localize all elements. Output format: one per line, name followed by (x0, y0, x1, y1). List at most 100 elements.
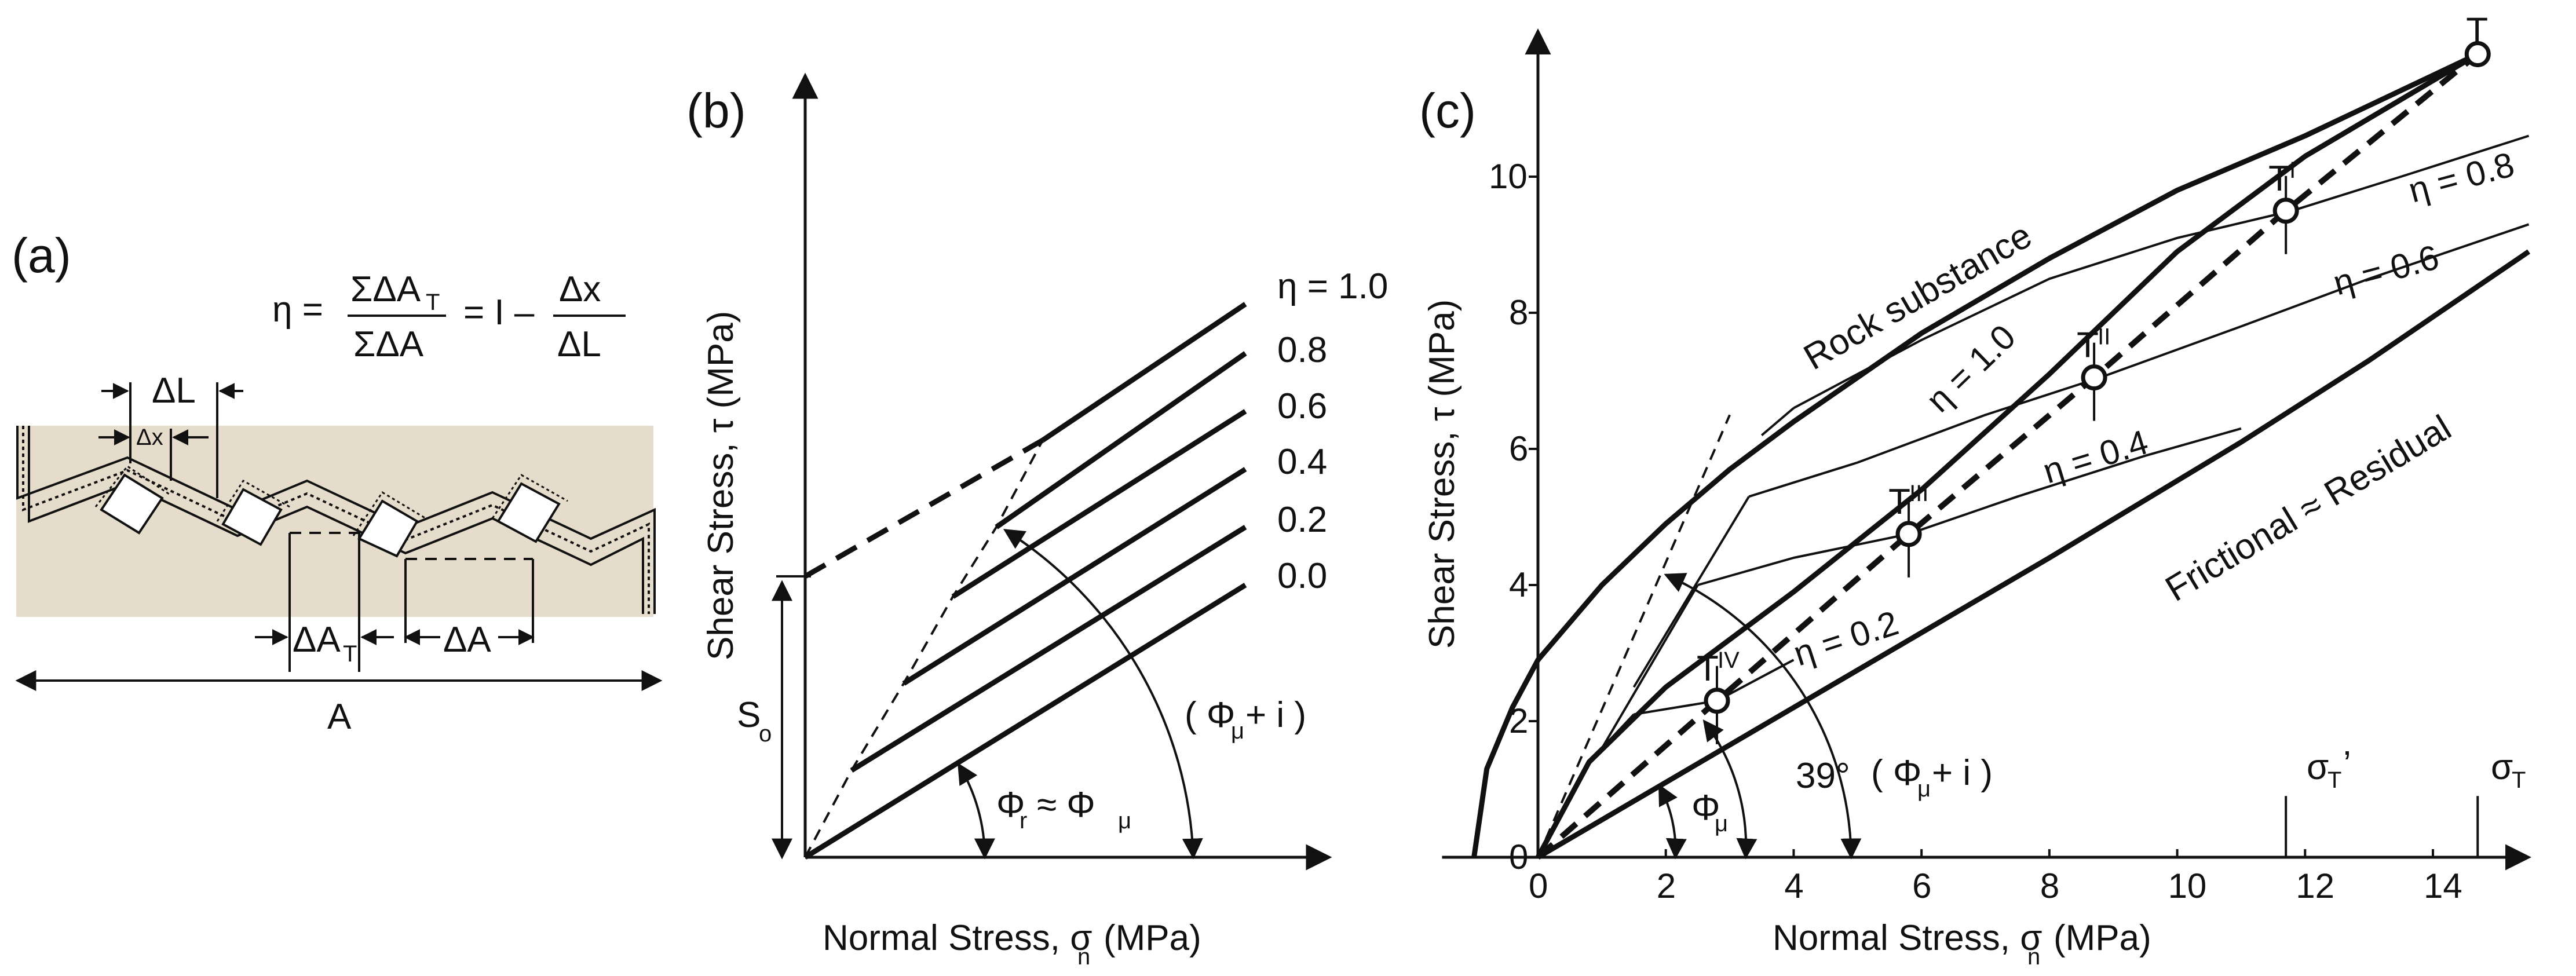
svg-text:T: T (2512, 767, 2526, 793)
fan-connector (1601, 584, 1699, 750)
sigma-T-prime-label: σ T ’ (2307, 744, 2351, 793)
point-0 (2464, 41, 2491, 67)
joint-profile (16, 426, 656, 614)
svg-text:0.0: 0.0 (1277, 556, 1327, 596)
x-tick-label: 4 (1784, 867, 1803, 905)
svg-text:μ: μ (1715, 811, 1728, 836)
sigma-T-label: σ T (2491, 747, 2526, 793)
curve-label-eta-0-6: η = 0.6 (2329, 237, 2443, 303)
point-3 (1895, 521, 1922, 547)
y-tick-label: 0 (1509, 838, 1528, 876)
svg-text:0.8: 0.8 (1277, 330, 1327, 370)
panel-a: (a) η = ΣΔA T ΣΔA = I – Δx ΔL (12, 228, 663, 737)
x-tick-label: 14 (2424, 867, 2462, 905)
svg-text:(MPa): (MPa) (2054, 918, 2151, 958)
curve-label-eta-1-0: η = 1.0 (1919, 317, 2023, 420)
svg-text:n: n (2027, 944, 2040, 970)
panel-c-phi-mu-i-label: ( Φ μ + i ) (1871, 753, 1993, 802)
series--1-0 (1536, 52, 2479, 859)
y-tick-label: 8 (1509, 293, 1528, 332)
eta-formula: η = ΣΔA T ΣΔA = I – Δx ΔL (272, 269, 626, 364)
panel-c-x-label: Normal Stress, σ n (MPa) (1773, 918, 2151, 970)
dim-A-label: A (327, 697, 352, 737)
point-label-3: T (1888, 482, 1910, 522)
dim-dAT-label: ΔA (293, 620, 341, 660)
x-tick-label: 10 (2168, 867, 2207, 905)
point-label-2: T (2077, 326, 2099, 365)
panel-b-phi-mu-i-arc (1003, 529, 1203, 860)
svg-text:o: o (759, 721, 772, 747)
panel-b-phi-r-arc (958, 762, 995, 860)
svg-text:+ i ): + i ) (1932, 753, 1993, 793)
curve-label-eta-0-8: η = 0.8 (2405, 145, 2518, 210)
fan-connector (1760, 407, 1795, 437)
svg-text:(MPa): (MPa) (1104, 918, 1201, 958)
svg-text:≈ Φ: ≈ Φ (1037, 785, 1095, 825)
point-superscript-4: IV (1718, 648, 1740, 673)
frac2-numerator: Δx (559, 269, 601, 309)
point-superscript-2: II (2098, 324, 2110, 350)
dim-dL: ΔL Δx (98, 371, 243, 498)
panel-b-eta-lines (803, 302, 1247, 860)
svg-text:( Φ: ( Φ (1185, 695, 1235, 735)
y-tick-label: 4 (1509, 565, 1528, 604)
svg-text:μ: μ (1917, 776, 1931, 802)
fan-connector (1588, 713, 1635, 763)
series-frictional-residual (1536, 249, 2531, 860)
svg-text:’: ’ (2343, 744, 2351, 784)
rock-band (16, 426, 653, 617)
x-tick-label: 2 (1657, 867, 1676, 905)
svg-text:μ: μ (1118, 808, 1131, 834)
point-superscript-1: I (2289, 158, 2296, 183)
svg-text:Normal Stress, σ: Normal Stress, σ (1773, 918, 2042, 958)
point-label-0: T (2466, 11, 2488, 51)
phi-mu-arc (1658, 784, 1687, 860)
panel-b-so: S o (737, 575, 811, 860)
svg-text:0.6: 0.6 (1277, 386, 1327, 426)
panel-c-y-label: Shear Stress, τ (MPa) (1422, 299, 1462, 649)
svg-text:S: S (737, 695, 761, 735)
panel-b-phi-mu-i-label: ( Φ μ + i ) (1185, 695, 1306, 744)
frac1-denominator: ΣΔA (353, 324, 424, 364)
curve-label-eta-0-2: η = 0.2 (1789, 603, 1903, 673)
dim-dx-label: Δx (136, 425, 163, 450)
frac2-denominator: ΔL (557, 324, 601, 364)
panel-a-label: (a) (12, 228, 71, 283)
svg-text:T: T (2327, 767, 2341, 793)
point-2 (2081, 364, 2107, 391)
eq2-text: = I – (463, 293, 535, 332)
point-1 (2272, 198, 2299, 224)
svg-text:r: r (1020, 808, 1027, 834)
svg-text:μ: μ (1231, 718, 1244, 744)
series--0-8 (1793, 134, 2530, 410)
svg-text:η = 1.0: η = 1.0 (1277, 266, 1388, 306)
svg-text:σ: σ (2307, 747, 2329, 787)
series-peak-locus-dashed (1536, 52, 2480, 860)
angle-39-label: 39° (1796, 756, 1850, 796)
point-label-4: T (1697, 649, 1719, 689)
point-4 (1704, 688, 1730, 714)
x-tick-label: 6 (1912, 867, 1931, 905)
dim-dA-label: ΔA (443, 620, 491, 660)
panel-c-phi-mu-label: Φ μ (1691, 788, 1728, 836)
phi-mu-i-arc (1664, 573, 1862, 860)
panel-b-x-label: Normal Stress, σ n (MPa) (823, 918, 1201, 970)
series-rock-substance (1471, 52, 2479, 858)
svg-text:( Φ: ( Φ (1871, 753, 1921, 793)
dim-dL-label: ΔL (152, 371, 196, 411)
dim-dA: ΔA T ΔA A (15, 533, 663, 737)
svg-text:σ: σ (2491, 747, 2513, 787)
panel-c: (c) Shear Stress, τ (MPa) Normal Stress,… (1419, 11, 2532, 970)
svg-text:Φ: Φ (1691, 788, 1720, 828)
x-tick-label: 12 (2296, 867, 2334, 905)
x-tick-label: 0 (1529, 867, 1548, 905)
panel-b-label: (b) (686, 83, 746, 138)
panel-c-label: (c) (1419, 83, 1476, 138)
svg-text:n: n (1077, 944, 1090, 970)
curve-label-eta-0-4: η = 0.4 (2038, 422, 2153, 491)
dim-dAT-sub: T (343, 641, 357, 667)
panel-b-phi-r-label: Φ r ≈ Φ μ (996, 785, 1131, 834)
point-superscript-3: III (1909, 481, 1928, 506)
frac1-numerator: ΣΔA (350, 269, 421, 309)
